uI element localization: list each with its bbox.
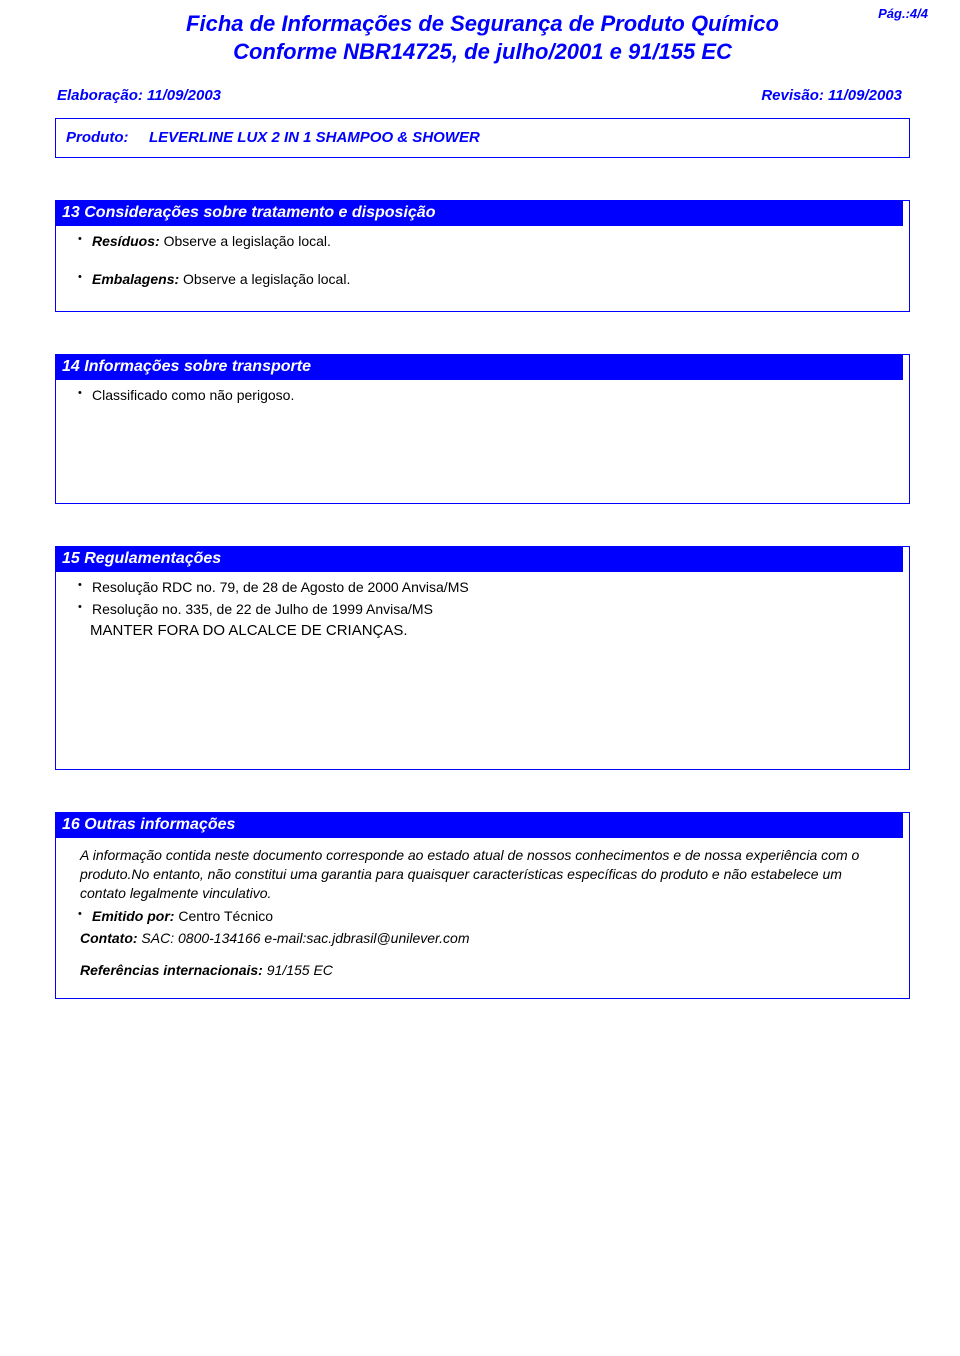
contato-value: SAC: 0800-134166 e-mail:sac.jdbrasil@uni…: [138, 930, 470, 946]
section-13-body: Resíduos: Observe a legislação local. Em…: [56, 226, 909, 296]
section-15-header: 15 Regulamentações: [56, 547, 903, 572]
sec15-line3: MANTER FORA DO ALCALCE DE CRIANÇAS.: [90, 622, 891, 639]
page-number: Pág.:4/4: [878, 6, 928, 21]
section-14-header: 14 Informações sobre transporte: [56, 355, 903, 380]
residuos-text: Observe a legislação local.: [160, 233, 331, 249]
section-16-body: A informação contida neste documento cor…: [56, 838, 909, 988]
residuos-label: Resíduos:: [92, 233, 160, 249]
section-14-body: Classificado como não perigoso.: [56, 380, 909, 412]
doc-title: Ficha de Informações de Segurança de Pro…: [55, 10, 910, 65]
elaboration-value: 11/09/2003: [147, 87, 221, 104]
sec15-item1: Resolução RDC no. 79, de 28 de Agosto de…: [80, 578, 891, 597]
product-label: Produto:: [66, 129, 128, 146]
sec16-contato: Contato: SAC: 0800-134166 e-mail:sac.jdb…: [80, 929, 891, 948]
title-line-1: Ficha de Informações de Segurança de Pro…: [186, 11, 779, 36]
revision-label: Revisão:: [761, 87, 824, 104]
revision-value: 11/09/2003: [828, 87, 902, 104]
emitido-label: Emitido por:: [92, 908, 174, 924]
refs-label: Referências internacionais:: [80, 962, 263, 978]
refs-value: 91/155 EC: [263, 962, 333, 978]
section-15: 15 Regulamentações Resolução RDC no. 79,…: [55, 546, 910, 770]
section-13: 13 Considerações sobre tratamento e disp…: [55, 200, 910, 312]
elaboration: Elaboração: 11/09/2003: [57, 87, 221, 104]
sec16-emitido: Emitido por: Centro Técnico: [80, 907, 891, 926]
title-line-2: Conforme NBR14725, de julho/2001 e 91/15…: [233, 39, 732, 64]
sec16-refs: Referências internacionais: 91/155 EC: [80, 961, 891, 980]
section-15-body: Resolução RDC no. 79, de 28 de Agosto de…: [56, 572, 909, 643]
sec16-paragraph: A informação contida neste documento cor…: [80, 846, 891, 903]
revision: Revisão: 11/09/2003: [761, 87, 902, 104]
page-container: Pág.:4/4 Ficha de Informações de Seguran…: [0, 0, 960, 1039]
elaboration-label: Elaboração:: [57, 87, 143, 104]
embalagens-text: Observe a legislação local.: [179, 271, 350, 287]
emitido-value: Centro Técnico: [174, 908, 273, 924]
sec13-embalagens: Embalagens: Observe a legislação local.: [80, 270, 891, 289]
product-value: LEVERLINE LUX 2 IN 1 SHAMPOO & SHOWER: [149, 129, 480, 146]
section-13-header: 13 Considerações sobre tratamento e disp…: [56, 201, 903, 226]
meta-line: Elaboração: 11/09/2003 Revisão: 11/09/20…: [55, 87, 910, 104]
section-16: 16 Outras informações A informação conti…: [55, 812, 910, 999]
contato-label: Contato:: [80, 930, 138, 946]
section-14: 14 Informações sobre transporte Classifi…: [55, 354, 910, 504]
sec13-residuos: Resíduos: Observe a legislação local.: [80, 232, 891, 251]
section-16-header: 16 Outras informações: [56, 813, 903, 838]
sec14-item1: Classificado como não perigoso.: [80, 386, 891, 405]
sec15-item2: Resolução no. 335, de 22 de Julho de 199…: [80, 600, 891, 619]
embalagens-label: Embalagens:: [92, 271, 179, 287]
product-box: Produto: LEVERLINE LUX 2 IN 1 SHAMPOO & …: [55, 118, 910, 158]
